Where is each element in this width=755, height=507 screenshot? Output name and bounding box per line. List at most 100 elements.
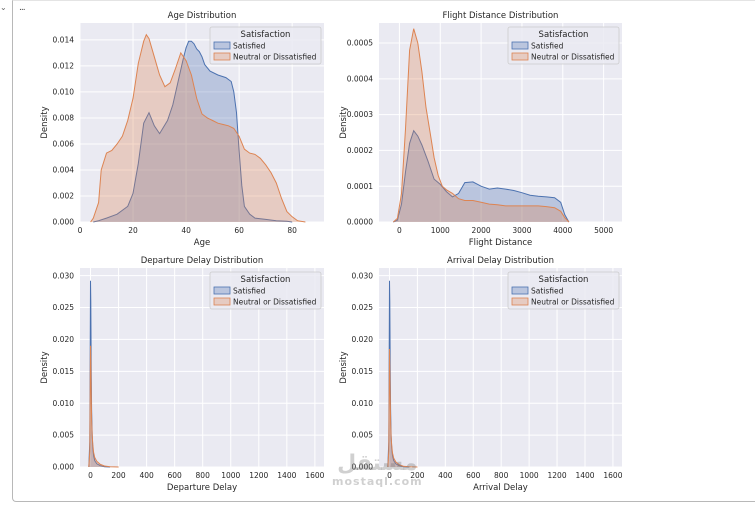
x-tick-label: 200 [410, 471, 425, 480]
x-tick-label: 1200 [249, 471, 268, 480]
watermark: مستقل mostaql.com [332, 452, 423, 488]
y-tick-label: 0.015 [352, 367, 374, 376]
y-tick-label: 0.014 [53, 36, 75, 45]
x-axis-label: Arrival Delay [473, 483, 528, 493]
legend-swatch [213, 286, 231, 295]
density-line-satisfied [393, 129, 570, 223]
y-tick-label: 0.030 [53, 271, 75, 280]
legend-title: Satisfaction [539, 30, 589, 40]
legend-entry: Satisfied [531, 287, 564, 296]
legend-swatch [213, 297, 231, 306]
x-tick-label: 800 [196, 471, 211, 480]
legend-swatch [511, 52, 529, 61]
y-axis-label: Density [339, 351, 349, 383]
chart-arrival [379, 268, 622, 468]
chevron-down-icon[interactable]: ⌄ [0, 3, 7, 12]
density-line-neutral [90, 33, 306, 223]
y-tick-label: 0.015 [53, 367, 75, 376]
y-axis-label: Density [40, 351, 50, 383]
density-area-satisfied [93, 41, 293, 223]
y-tick-label: 0.025 [352, 303, 374, 312]
legend-title: Satisfaction [241, 30, 291, 40]
chart-age [79, 23, 324, 223]
x-tick-label: 20 [128, 226, 138, 235]
legend-title: Satisfaction [241, 275, 291, 285]
chart-title: Age Distribution [168, 11, 237, 21]
x-tick-label: 400 [438, 471, 453, 480]
x-tick-label: 600 [466, 471, 481, 480]
legend-swatch [213, 41, 231, 50]
chart-title: Arrival Delay Distribution [447, 256, 554, 266]
density-area-neutral [393, 28, 569, 223]
x-axis-label: Departure Delay [167, 483, 237, 493]
x-tick-label: 1000 [520, 471, 539, 480]
chart-title: Departure Delay Distribution [141, 256, 264, 266]
density-area-neutral [90, 34, 306, 223]
x-tick-label: 1600 [603, 471, 622, 480]
x-tick-label: 600 [167, 471, 182, 480]
y-tick-label: 0.004 [53, 166, 75, 175]
y-tick-label: 0.010 [53, 88, 75, 97]
y-tick-label: 0.030 [352, 271, 374, 280]
legend-entry: Satisfied [531, 42, 564, 51]
legend-swatch [511, 286, 529, 295]
y-tick-label: 0.006 [53, 140, 75, 149]
x-tick-label: 80 [287, 226, 297, 235]
output-cell-frame [12, 0, 755, 502]
y-tick-label: 0.0005 [347, 39, 373, 48]
y-tick-label: 0.010 [352, 399, 374, 408]
x-tick-label: 800 [494, 471, 509, 480]
x-tick-label: 0 [88, 471, 93, 480]
y-tick-label: 0.0004 [347, 74, 373, 83]
x-tick-label: 40 [181, 226, 191, 235]
density-line-neutral [392, 28, 570, 223]
y-tick-label: 0.002 [53, 192, 75, 201]
density-area-neutral [387, 349, 418, 467]
legend-entry: Neutral or Dissatisfied [531, 298, 615, 307]
y-tick-label: 0.020 [53, 335, 75, 344]
y-tick-label: 0.000 [53, 218, 75, 227]
legend-entry: Satisfied [233, 287, 266, 296]
density-line-satisfied [93, 40, 293, 223]
legend-title: Satisfaction [539, 275, 589, 285]
legend-entry: Satisfied [233, 42, 266, 51]
x-tick-label: 400 [139, 471, 154, 480]
x-tick-label: 200 [111, 471, 126, 480]
x-tick-label: 1400 [575, 471, 594, 480]
density-line-neutral [387, 348, 418, 468]
watermark-arabic: مستقل [337, 451, 418, 476]
legend-box [209, 26, 322, 65]
x-tick-label: 0 [387, 471, 392, 480]
x-tick-label: 0 [78, 226, 83, 235]
legend-swatch [213, 52, 231, 61]
chart-title: Flight Distance Distribution [443, 11, 559, 21]
x-tick-label: 1000 [221, 471, 240, 480]
y-tick-label: 0.000 [53, 463, 75, 472]
density-line-neutral [88, 345, 119, 468]
y-tick-label: 0.020 [352, 335, 374, 344]
x-tick-label: 2000 [472, 226, 491, 235]
legend-entry: Neutral or Dissatisfied [233, 53, 317, 62]
y-tick-label: 0.005 [352, 431, 374, 440]
x-tick-label: 4000 [553, 226, 572, 235]
cell-ellipsis[interactable]: ... [19, 3, 26, 13]
y-tick-label: 0.0001 [347, 182, 373, 191]
y-tick-label: 0.0000 [347, 218, 373, 227]
chart-departure [80, 268, 324, 468]
y-tick-label: 0.000 [352, 463, 374, 472]
x-tick-label: 1600 [305, 471, 324, 480]
y-tick-label: 0.008 [53, 114, 75, 123]
x-tick-label: 60 [234, 226, 244, 235]
x-tick-label: 5000 [594, 226, 613, 235]
legend-box [209, 271, 322, 310]
y-axis-label: Density [40, 106, 50, 138]
density-area-neutral [88, 345, 119, 467]
y-tick-label: 0.005 [53, 431, 75, 440]
x-tick-label: 0 [397, 226, 402, 235]
chart-flight [379, 23, 622, 223]
y-tick-label: 0.0002 [347, 146, 373, 155]
legend-entry: Neutral or Dissatisfied [233, 298, 317, 307]
legend-box [507, 26, 620, 65]
watermark-latin: mostaql.com [332, 475, 423, 488]
